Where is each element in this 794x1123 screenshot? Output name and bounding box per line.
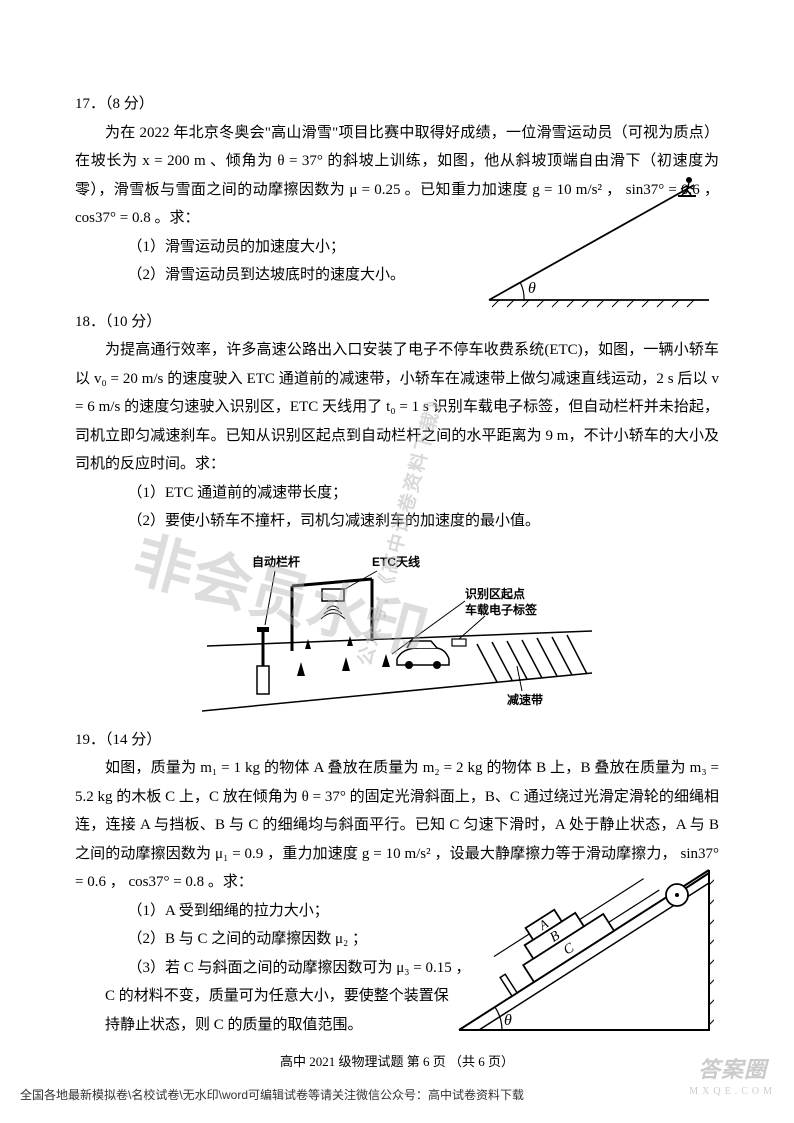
corner-logo: 答案圈 MXQE.COM [689, 1060, 776, 1101]
p19-q1: （1）A 受到细绳的拉力大小； [75, 897, 495, 926]
strip-label: 减速带 [507, 692, 543, 707]
bottom-note: 全国各地最新模拟卷\名校试卷\无水印\word可编辑试卷等请关注微信公众号：高中… [20, 1084, 524, 1107]
p19-q2: （2）B 与 C 之间的动摩擦因数 μ₂ ； [75, 925, 495, 954]
theta-label: θ [528, 280, 536, 297]
tag-label: 车载电子标签 [465, 602, 538, 617]
p18-header: 18．（10 分） [75, 308, 719, 337]
p18-body: 为提高通行效率，许多高速公路出入口安装了电子不停车收费系统(ETC)，如图，一辆… [75, 336, 719, 479]
p19-header: 19．（14 分） [75, 726, 719, 755]
p19-q3a: （3）若 C 与斜面之间的动摩擦因数可为 μ₃ = 0.15 ， [75, 954, 495, 983]
ski-slope-figure: θ [484, 175, 714, 310]
page-footer: 高中 2021 级物理试题 第 6 页 （共 6 页） [0, 1050, 794, 1075]
theta-label-2: θ [504, 1012, 512, 1029]
p17-header: 17．（8 分） [75, 90, 719, 119]
p19-q3c: 持静止状态，则 C 的质量的取值范围。 [75, 1011, 495, 1040]
etc-figure: 自动栏杆 ETC天线 识别区起点 车载电子标签 减速带 [197, 541, 597, 716]
p18-q1: （1）ETC 通道前的减速带长度； [75, 479, 719, 508]
antenna-label: ETC天线 [372, 554, 420, 569]
zone-label: 识别区起点 [465, 586, 525, 601]
gate-label: 自动栏杆 [252, 554, 300, 569]
p19-q3b: C 的材料不变，质量可为任意大小，要使整个装置保 [75, 982, 495, 1011]
problem-18: 18．（10 分） 为提高通行效率，许多高速公路出入口安装了电子不停车收费系统(… [75, 308, 719, 536]
corner-sub: MXQE.COM [689, 1082, 776, 1101]
incline-figure: θ C B A [454, 855, 714, 1040]
corner-text: 答案圈 [689, 1060, 776, 1080]
p18-q2: （2）要使小轿车不撞杆，司机匀减速刹车的加速度的最小值。 [75, 507, 719, 536]
